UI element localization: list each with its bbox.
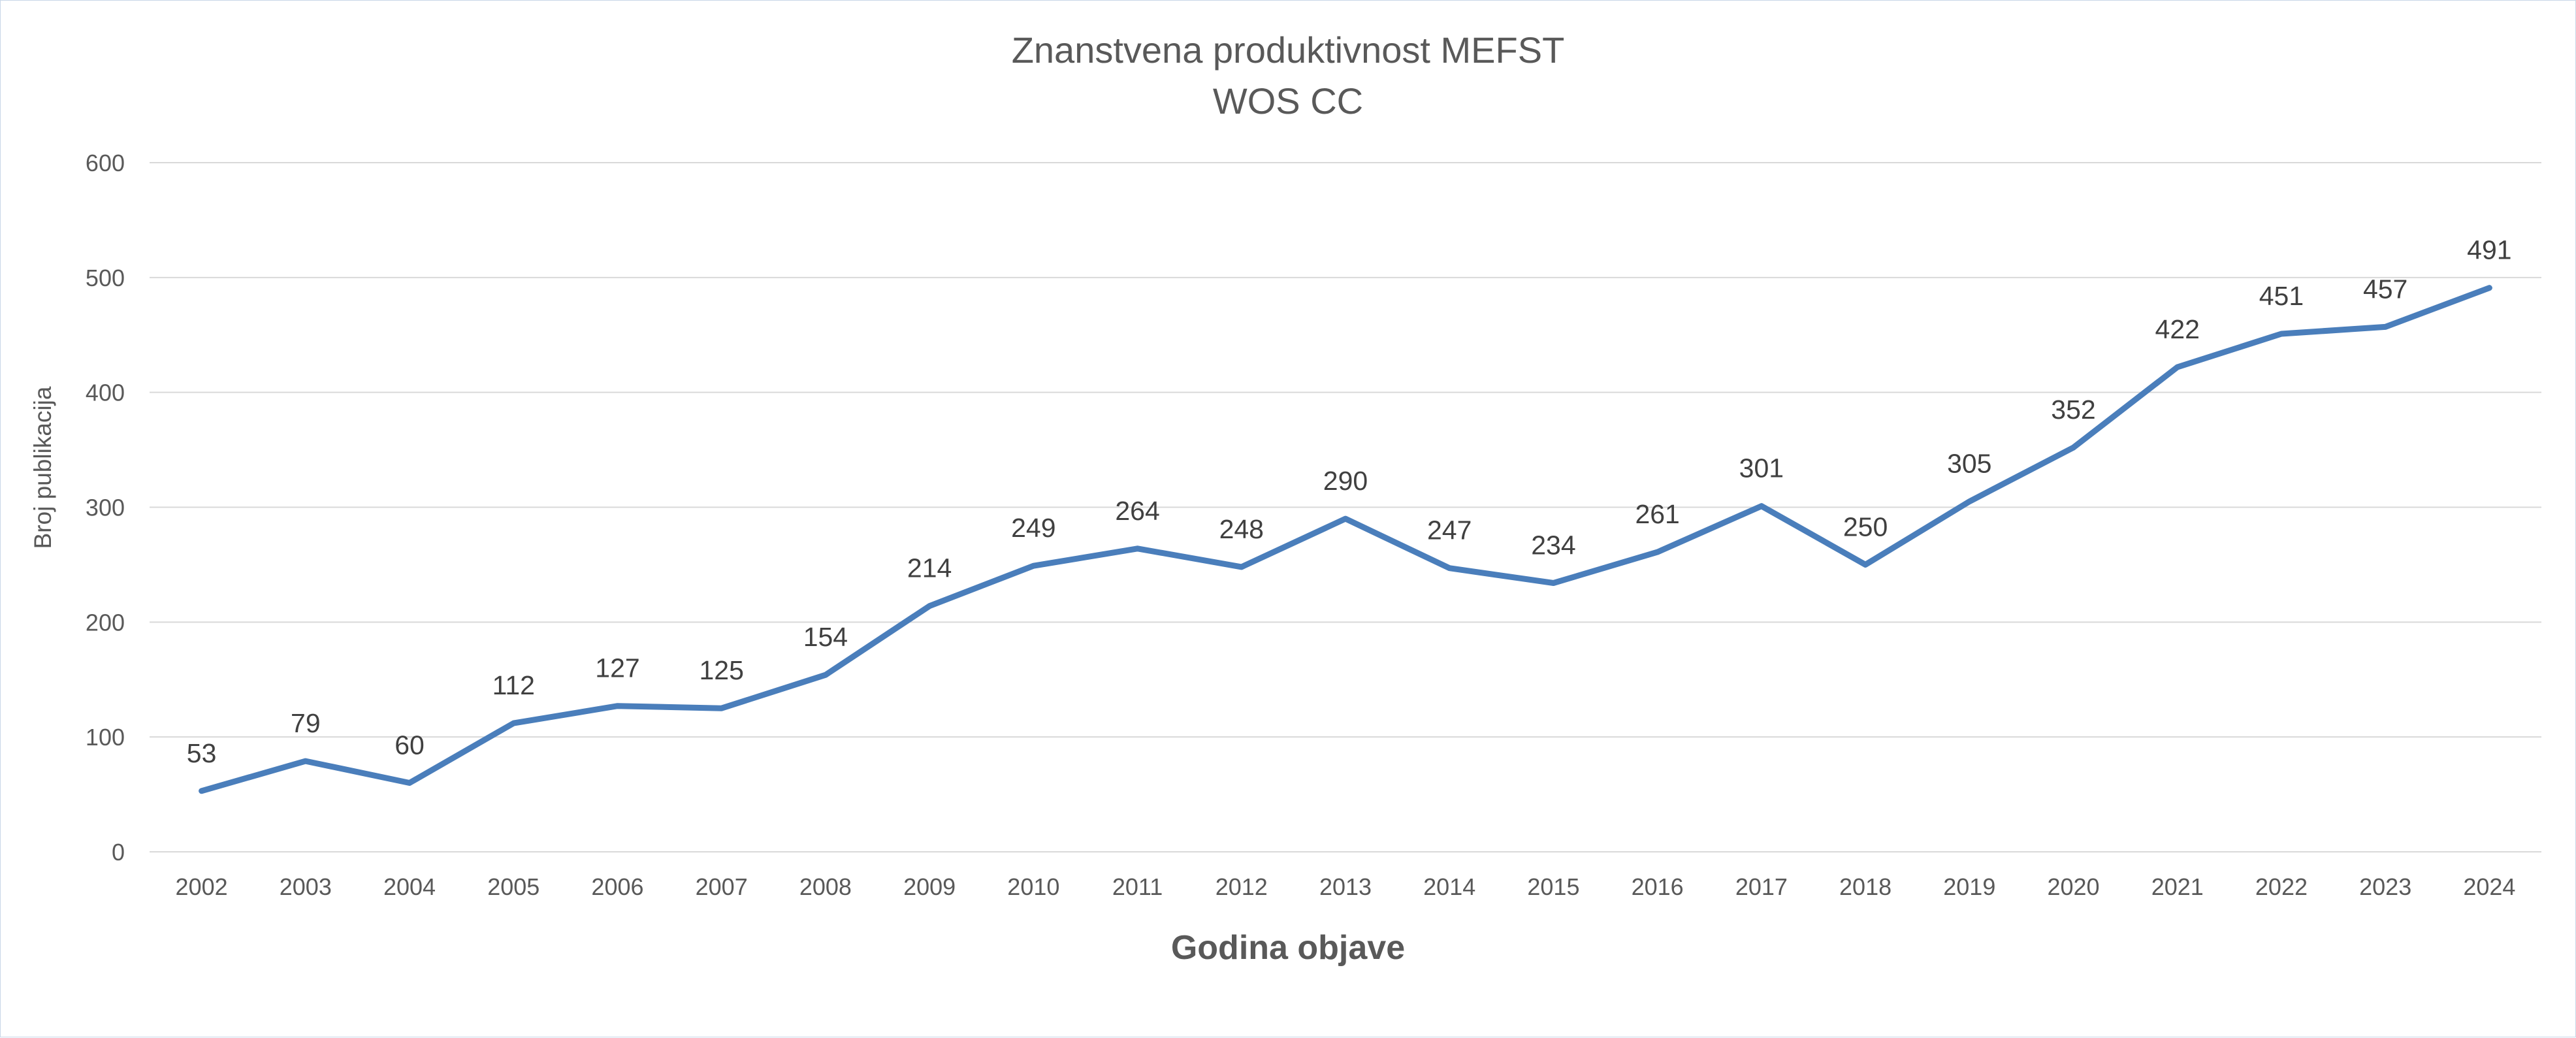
y-tick-label: 500 (86, 265, 125, 291)
data-label: 264 (1115, 496, 1159, 526)
data-label: 250 (1843, 511, 1888, 542)
x-tick-label: 2002 (176, 873, 228, 900)
x-tick-label: 2016 (1632, 873, 1684, 900)
data-label: 79 (291, 708, 321, 738)
x-tick-label: 2009 (903, 873, 956, 900)
data-label: 248 (1219, 514, 1264, 544)
data-label: 60 (394, 730, 425, 760)
data-label: 125 (699, 655, 743, 685)
data-label: 127 (595, 653, 639, 683)
x-tick-label: 2007 (696, 873, 748, 900)
x-axis-label: Godina objave (1171, 929, 1405, 967)
data-label: 214 (907, 553, 952, 583)
x-tick-label: 2010 (1007, 873, 1059, 900)
x-tick-label: 2022 (2255, 873, 2308, 900)
y-axis-ticks: 0 100 200 300 400 500 600 (86, 150, 125, 866)
chart-title: Znanstvena produktivnost MEFST (1012, 29, 1565, 71)
x-tick-label: 2017 (1735, 873, 1788, 900)
x-tick-label: 2021 (2151, 873, 2204, 900)
data-label: 234 (1531, 530, 1575, 560)
x-tick-label: 2012 (1216, 873, 1268, 900)
data-label: 451 (2259, 281, 2304, 311)
data-label: 53 (187, 738, 217, 768)
x-tick-label: 2004 (383, 873, 436, 900)
x-tick-label: 2014 (1423, 873, 1475, 900)
x-tick-label: 2015 (1527, 873, 1579, 900)
y-tick-label: 400 (86, 380, 125, 406)
y-tick-label: 300 (86, 495, 125, 521)
chart-subtitle: WOS CC (1213, 80, 1363, 122)
data-label: 247 (1427, 515, 1472, 545)
x-axis-ticks: 2002 2003 2004 2005 2006 2007 2008 2009 2010 2011… (176, 873, 2516, 900)
data-label: 305 (1947, 449, 1991, 479)
y-axis-label: Broj publikacija (29, 386, 56, 549)
data-label: 112 (492, 670, 535, 700)
y-tick-label: 600 (86, 150, 125, 176)
data-label: 249 (1011, 513, 1055, 543)
x-tick-label: 2011 (1112, 873, 1163, 900)
x-tick-label: 2013 (1319, 873, 1372, 900)
data-label: 301 (1739, 453, 1784, 483)
series-layer (199, 285, 2492, 794)
y-tick-label: 200 (86, 609, 125, 636)
x-tick-label: 2006 (591, 873, 643, 900)
data-label: 422 (2155, 314, 2200, 344)
x-tick-label: 2005 (487, 873, 539, 900)
x-tick-label: 2020 (2047, 873, 2099, 900)
y-tick-label: 0 (112, 839, 125, 866)
x-tick-label: 2008 (799, 873, 852, 900)
x-tick-label: 2023 (2359, 873, 2411, 900)
data-label: 352 (2051, 395, 2095, 425)
gridlines (150, 162, 2541, 852)
data-label: 261 (1635, 499, 1679, 529)
series-line (199, 285, 2492, 794)
data-label: 154 (803, 622, 848, 652)
x-tick-label: 2018 (1839, 873, 1892, 900)
y-tick-label: 100 (86, 724, 125, 751)
x-tick-label: 2019 (1943, 873, 1995, 900)
x-tick-label: 2003 (280, 873, 332, 900)
x-tick-label: 2024 (2463, 873, 2515, 900)
data-label: 457 (2363, 274, 2407, 304)
data-label: 290 (1323, 466, 1368, 496)
data-label: 491 (2467, 235, 2511, 265)
data-labels: 53 79 60 112 127 125 154 214 249 264 248 290 247 234 2… (187, 235, 2512, 768)
